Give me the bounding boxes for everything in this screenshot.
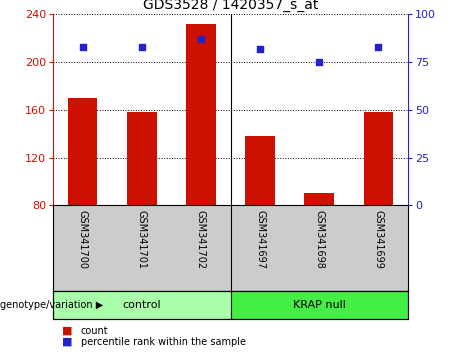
Point [79,44,86,50]
Bar [186,24,216,205]
Bar [304,193,334,205]
Bar [68,98,97,205]
Text: GSM341699: GSM341699 [373,210,384,268]
Text: count: count [81,326,108,336]
Bar [364,112,393,205]
Text: KRAP null: KRAP null [293,300,346,310]
Text: ■: ■ [62,326,73,336]
Point [315,59,323,65]
Point [375,44,382,50]
Bar [127,112,157,205]
Text: genotype/variation ▶: genotype/variation ▶ [0,300,103,310]
Text: GSM341702: GSM341702 [196,210,206,269]
Text: GSM341700: GSM341700 [77,210,88,269]
Point [138,44,145,50]
Point [256,46,264,51]
Point [197,36,205,42]
Text: GSM341698: GSM341698 [314,210,324,268]
FancyBboxPatch shape [230,291,408,319]
Title: GDS3528 / 1420357_s_at: GDS3528 / 1420357_s_at [143,0,318,12]
Text: control: control [123,300,161,310]
Text: GSM341697: GSM341697 [255,210,265,269]
Text: GSM341701: GSM341701 [137,210,147,269]
Text: ■: ■ [62,337,73,347]
FancyBboxPatch shape [53,291,230,319]
Bar [245,136,275,205]
Text: percentile rank within the sample: percentile rank within the sample [81,337,246,347]
